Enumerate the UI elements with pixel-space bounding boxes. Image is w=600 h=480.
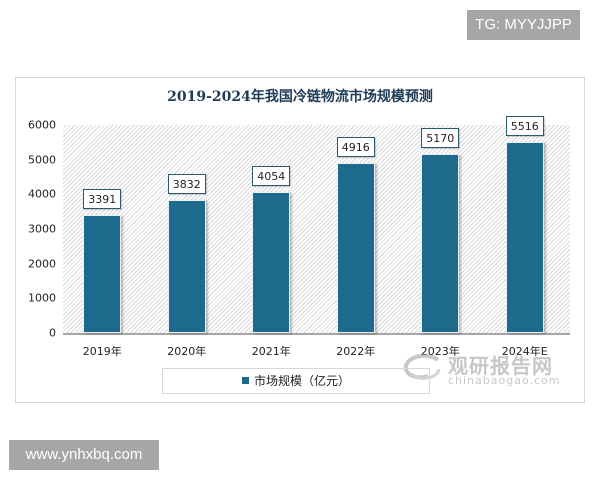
x-tick-label: 2021年	[251, 345, 291, 358]
bar-data-label: 4054	[252, 166, 291, 187]
x-tick-label: 2020年	[167, 345, 207, 358]
x-axis-line	[63, 333, 570, 335]
bar	[421, 153, 460, 333]
watermark-logo-icon	[403, 354, 441, 380]
y-tick-label: 2000	[28, 257, 56, 271]
chinabaogao-watermark: 观研报告网 chinabaogao.com	[402, 350, 572, 390]
plot-area	[63, 125, 570, 333]
chart-title: 2019-2024年我国冷链物流市场规模预测	[167, 89, 433, 105]
bar	[505, 141, 544, 333]
y-tick-label: 0	[49, 326, 56, 340]
url-watermark-badge: www.ynhxbq.com	[9, 440, 159, 470]
bar-data-label: 4916	[336, 136, 375, 157]
y-tick-label: 3000	[28, 222, 56, 236]
y-tick-label: 5000	[28, 153, 56, 167]
x-tick-label: 2019年	[82, 345, 122, 358]
chart-legend: 市场规模（亿元）	[162, 368, 430, 394]
tg-watermark-badge: TG: MYYJJPP	[467, 10, 580, 40]
watermark-en-text: chinabaogao.com	[448, 374, 561, 387]
bar	[336, 162, 375, 333]
legend-label: 市场规模（亿元）	[253, 374, 350, 388]
bar-data-label: 5516	[505, 115, 544, 136]
watermark-cn-text: 观研报告网	[448, 354, 553, 378]
y-tick-label: 4000	[28, 187, 56, 201]
bar-data-label: 3832	[167, 174, 206, 195]
bar-data-label: 3391	[83, 189, 122, 210]
bar	[83, 215, 122, 333]
x-tick-label: 2022年	[336, 345, 376, 358]
bar	[252, 192, 291, 333]
y-tick-label: 6000	[28, 118, 56, 132]
bar	[167, 200, 206, 333]
x-tick-label: 2024年E	[501, 345, 548, 358]
legend-swatch-icon	[241, 377, 249, 384]
y-tick-label: 1000	[28, 291, 56, 305]
bar-data-label: 5170	[421, 127, 460, 148]
